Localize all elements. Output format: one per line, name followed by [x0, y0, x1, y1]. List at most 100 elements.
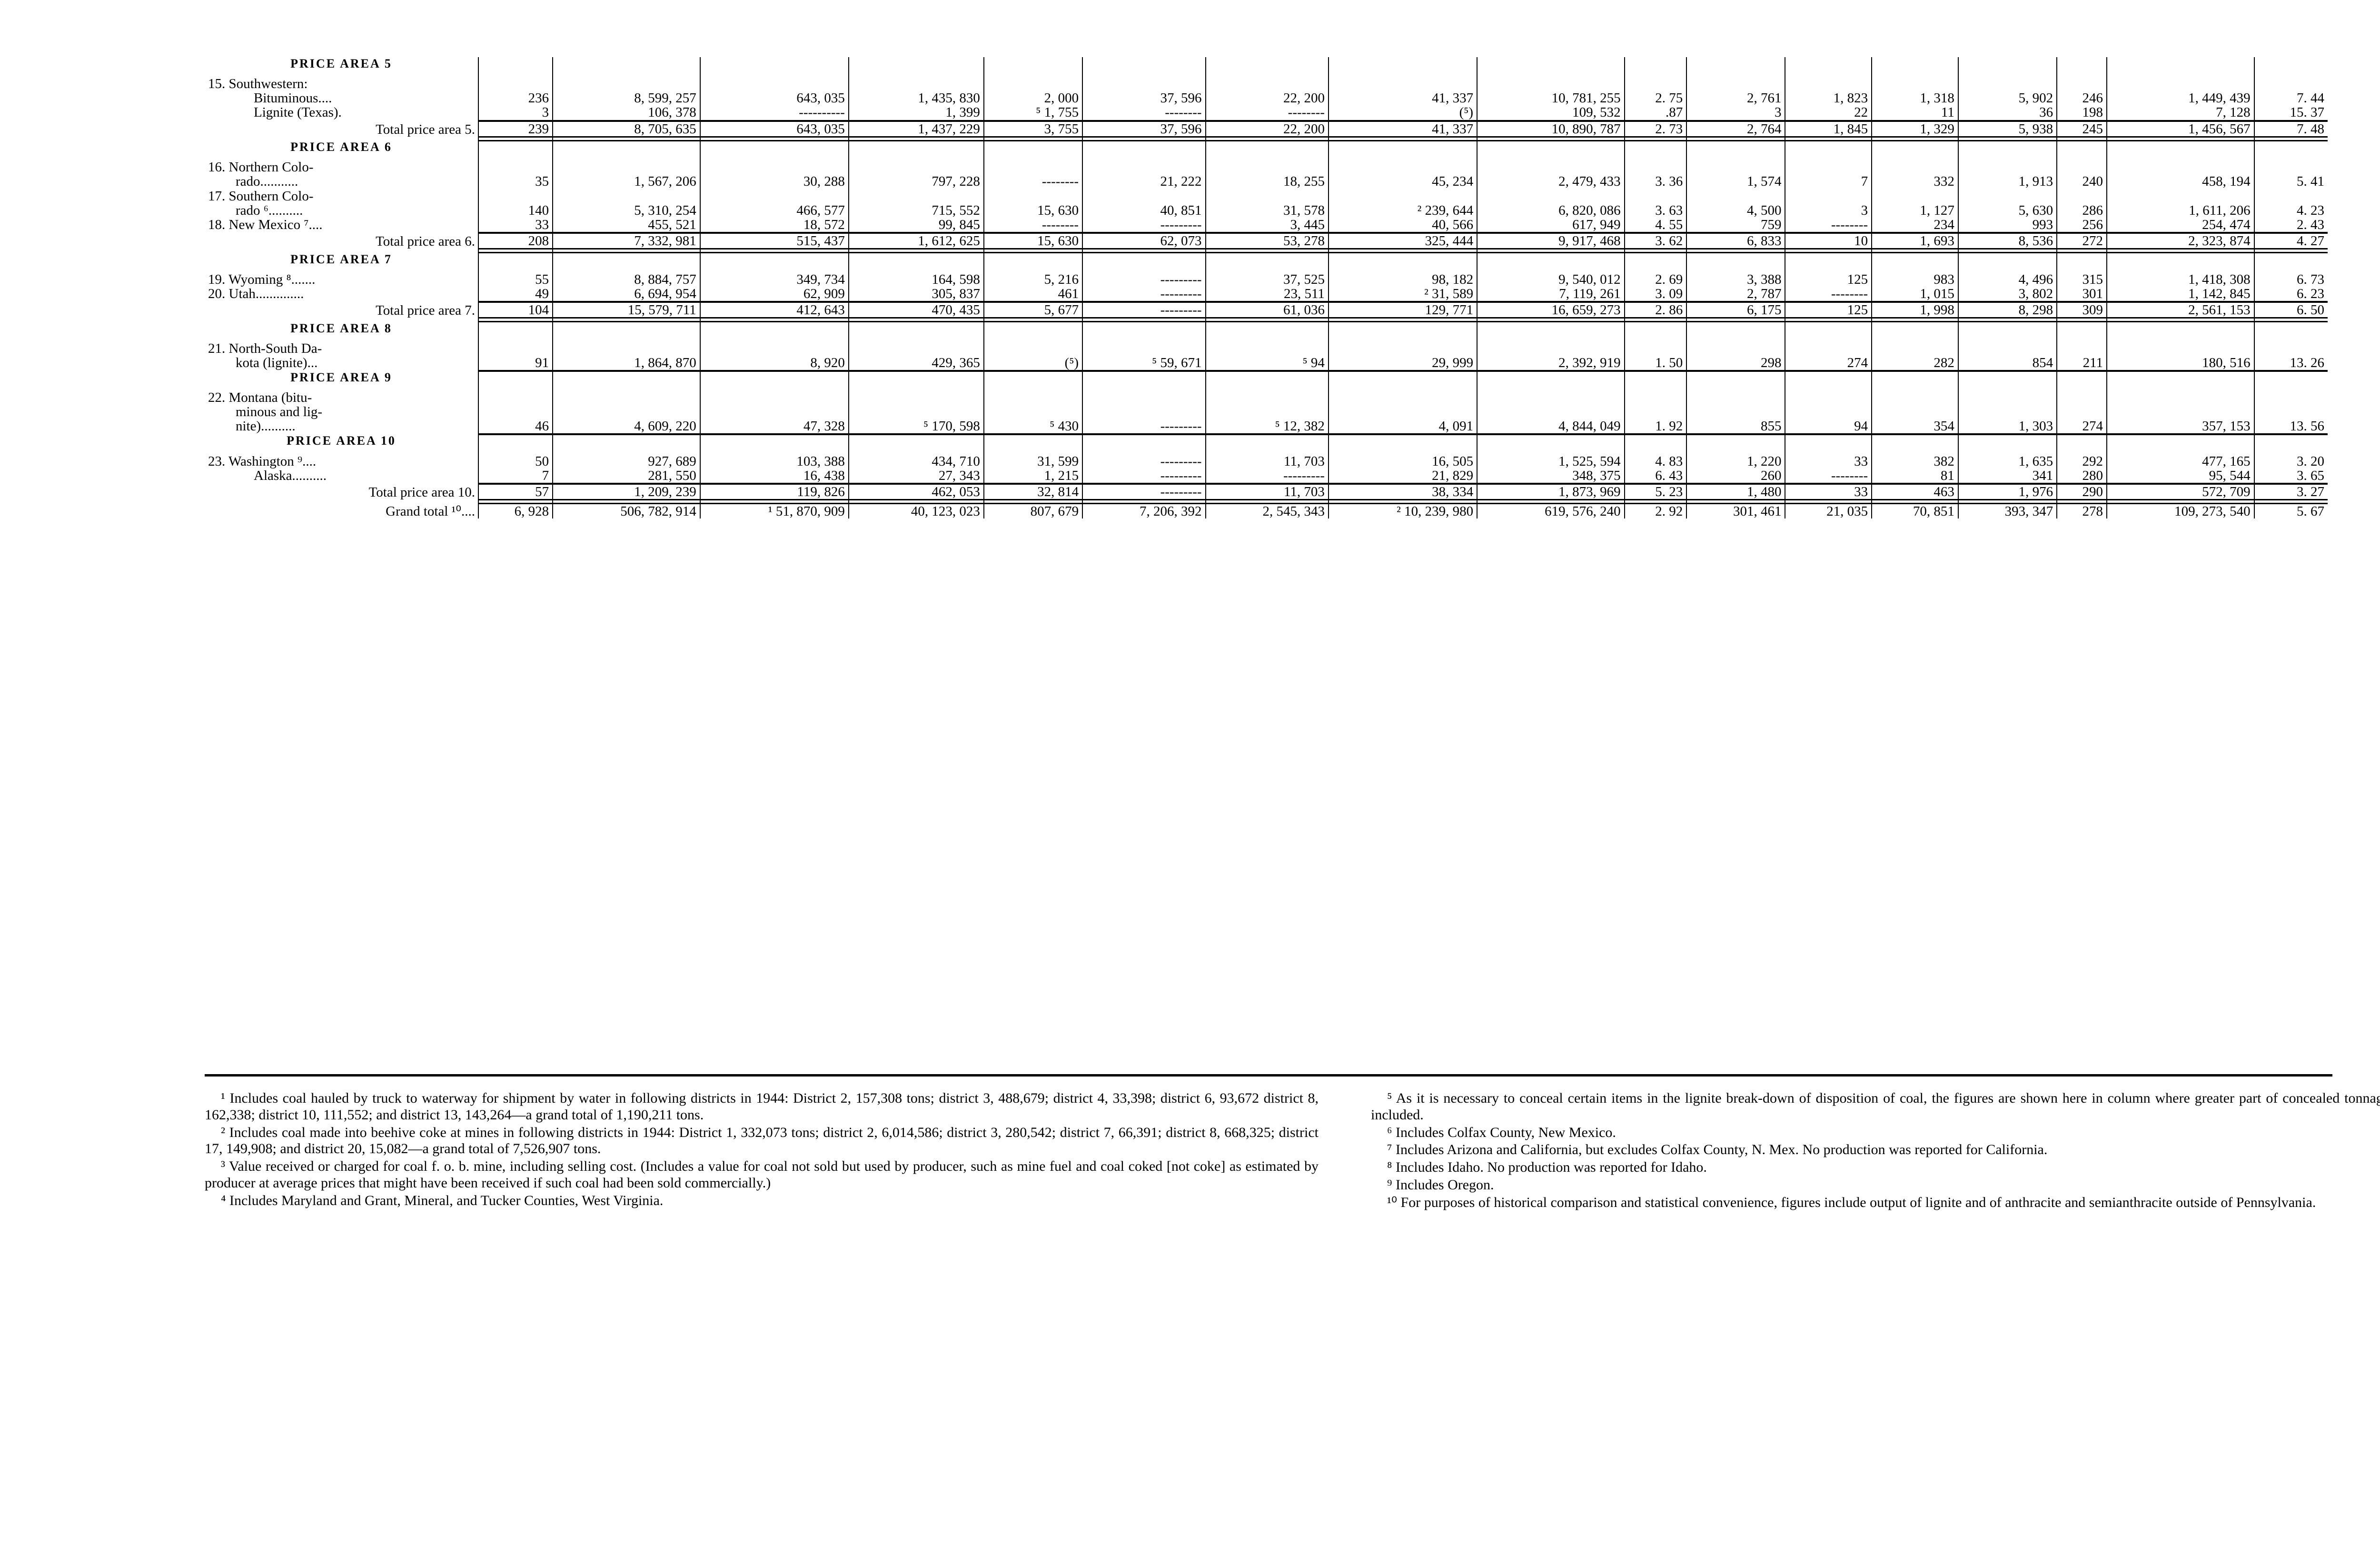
table-cell — [1785, 77, 1872, 91]
spacer-cell — [1686, 384, 1785, 390]
spacer-cell — [1957, 334, 2057, 341]
spacer-cell — [1328, 153, 1478, 160]
spacer-cell — [848, 153, 984, 160]
caption-filler — [1871, 434, 1958, 448]
spacer-cell — [1686, 265, 1785, 272]
table-cell: 2, 787 — [1686, 287, 1785, 301]
rule-segment — [1624, 498, 1687, 504]
grand-total-cell: 21, 035 — [1785, 503, 1872, 519]
table-cell: 2. 69 — [1624, 272, 1687, 287]
rule-segment — [2106, 136, 2254, 141]
spacer-cell — [552, 384, 700, 390]
caption-filler — [699, 57, 849, 70]
caption-filler — [699, 370, 849, 384]
rule-segment — [2253, 498, 2328, 504]
table-cell: 21, 829 — [1328, 468, 1478, 483]
section-total-row: Total price area 10. 57 1, 209, 239 119, 82… — [205, 483, 2328, 500]
caption-filler — [1205, 434, 1329, 448]
table-cell: -------- — [1785, 468, 1872, 483]
section-caption: PRICE AREA 9 — [290, 370, 392, 384]
spacer-cell — [848, 265, 984, 272]
caption-filler — [2056, 321, 2107, 335]
total-cell: 463 — [1871, 483, 1958, 500]
caption-filler — [1624, 252, 1687, 266]
total-cell: 462, 053 — [848, 483, 984, 500]
row-label-line: minous and lig- — [236, 404, 323, 420]
table-cell: 35 — [477, 160, 553, 189]
table-cell: 4. 83 — [1624, 454, 1687, 468]
rule-segment — [1957, 136, 2057, 141]
table-cell: 305, 837 — [848, 287, 984, 301]
table-cell: 1, 449, 439 — [2106, 91, 2254, 105]
table-cell: 18, 255 — [1205, 160, 1329, 189]
caption-filler — [2056, 434, 2107, 448]
spacer-cell — [1328, 384, 1478, 390]
spacer-row — [205, 384, 2328, 390]
table-cell: 1, 913 — [1957, 160, 2057, 189]
caption-filler — [2253, 434, 2328, 448]
spacer-cell — [1957, 265, 2057, 272]
section-caption: PRICE AREA 6 — [290, 140, 392, 154]
table-cell: 91 — [477, 341, 553, 370]
section-caption-row: PRICE AREA 8 — [205, 322, 2328, 335]
caption-filler — [477, 434, 553, 448]
total-cell: 8, 705, 635 — [552, 120, 700, 137]
table-cell: --------- — [1082, 287, 1206, 301]
table-row: 19. Wyoming ⁸....... 55 8, 884, 757 349, 73… — [205, 272, 2328, 287]
rule-segment — [2253, 248, 2328, 254]
total-cell: 62, 073 — [1082, 232, 1206, 249]
table-cell: 286 — [2056, 189, 2107, 218]
spacer-cell — [1871, 334, 1958, 341]
section-caption: PRICE AREA 5 — [290, 57, 392, 70]
spacer-cell — [1082, 70, 1206, 77]
table-cell: ⁵ 94 — [1205, 341, 1329, 370]
grand-total-cell: 2. 92 — [1624, 503, 1687, 519]
spacer-cell — [983, 70, 1083, 77]
row-label-line: Lignite (Texas). — [254, 105, 342, 120]
table-cell: 47, 328 — [699, 390, 849, 433]
table-cell — [1205, 77, 1329, 91]
caption-filler — [1957, 57, 2057, 70]
rule-segment — [848, 317, 984, 323]
caption-filler — [552, 370, 700, 384]
table-cell: 1, 215 — [983, 468, 1083, 483]
total-cell: 245 — [2056, 120, 2107, 137]
spacer-cell — [1686, 334, 1785, 341]
table-cell: 357, 153 — [2106, 390, 2254, 433]
caption-filler — [477, 321, 553, 335]
caption-filler — [1477, 434, 1625, 448]
spacer-cell — [983, 334, 1083, 341]
rule-segment — [1686, 498, 1785, 504]
total-cell: 61, 036 — [1205, 301, 1329, 318]
table-cell: 4, 844, 049 — [1477, 390, 1625, 433]
grand-total-cell: ² 10, 239, 980 — [1328, 503, 1478, 519]
total-cell: 1, 329 — [1871, 120, 1958, 137]
caption-filler — [848, 321, 984, 335]
rule-segment — [477, 498, 553, 504]
rule-segment — [477, 248, 553, 254]
table-cell: 15. 37 — [2253, 105, 2328, 120]
spacer-stub — [205, 153, 478, 160]
total-cell: 239 — [477, 120, 553, 137]
footnote-right-2: ⁶ Includes Colfax County, New Mexico. — [1387, 1124, 1616, 1140]
rule-segment — [983, 498, 1083, 504]
table-cell: 993 — [1957, 218, 2057, 232]
caption-filler — [699, 252, 849, 266]
table-cell: 198 — [2056, 105, 2107, 120]
table-cell: 18, 572 — [699, 218, 849, 232]
row-label: 20. Utah.............. — [205, 287, 478, 301]
table-row: 18. New Mexico ⁷.... 33 455, 521 18, 572 99,… — [205, 218, 2328, 232]
table-cell: 36 — [1957, 105, 2057, 120]
spacer-cell — [1624, 70, 1687, 77]
table-cell: -------- — [983, 160, 1083, 189]
table-cell: 30, 288 — [699, 160, 849, 189]
caption-filler — [477, 57, 553, 70]
table-cell: 797, 228 — [848, 160, 984, 189]
spacer-cell — [1785, 334, 1872, 341]
table-cell: 2, 761 — [1686, 91, 1785, 105]
rule-segment — [1871, 248, 1958, 254]
row-label: 16. Northern Colo-rado........... — [205, 160, 478, 189]
spacer-cell — [1785, 70, 1872, 77]
caption-filler — [1957, 321, 2057, 335]
table-cell: 95, 544 — [2106, 468, 2254, 483]
